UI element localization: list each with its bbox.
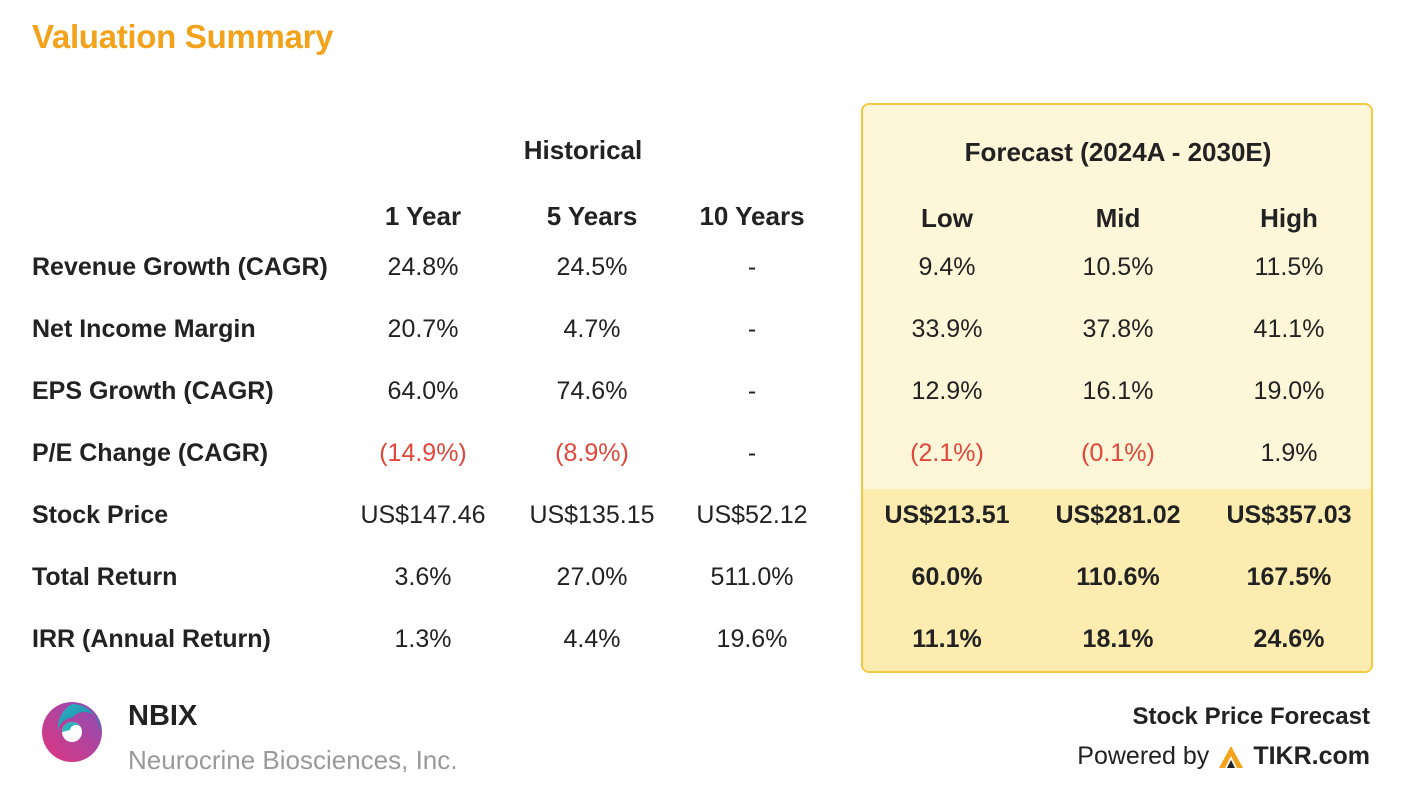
row-label: Net Income Margin: [32, 315, 256, 343]
column-header: 10 Years: [699, 201, 805, 231]
tikr-brand: TIKR.com: [1253, 742, 1370, 770]
tikr-logo-icon: [1219, 745, 1244, 768]
forecast-header: Forecast (2024A - 2030E): [964, 137, 1272, 167]
table-cell: 41.1%: [1253, 315, 1325, 343]
table-cell: US$357.03: [1226, 501, 1352, 529]
column-header: High: [1260, 203, 1318, 233]
row-label: Stock Price: [32, 501, 169, 529]
table-cell: 24.6%: [1253, 625, 1325, 653]
forecast-highlight: [863, 489, 1371, 671]
table-cell: (0.1%): [1081, 439, 1155, 467]
table-cell: US$52.12: [696, 501, 808, 529]
page-title: Valuation Summary: [32, 18, 334, 55]
table-cell: US$281.02: [1055, 501, 1181, 529]
table-cell: 11.1%: [912, 625, 982, 653]
table-cell: 3.6%: [394, 563, 452, 591]
table-cell: (2.1%): [910, 439, 984, 467]
row-label: Revenue Growth (CAGR): [32, 253, 328, 281]
table-cell: 4.4%: [563, 625, 621, 653]
table-cell: -: [747, 439, 757, 467]
table-cell: 19.6%: [716, 625, 788, 653]
table-cell: 4.7%: [563, 315, 621, 343]
column-header: 1 Year: [384, 201, 462, 231]
table-cell: 16.1%: [1082, 377, 1154, 405]
table-cell: 11.5%: [1254, 253, 1324, 281]
table-cell: 9.4%: [918, 253, 976, 281]
column-header: Low: [921, 203, 973, 233]
company-name: Neurocrine Biosciences, Inc.: [128, 745, 458, 775]
table-cell: 33.9%: [911, 315, 983, 343]
table-cell: US$135.15: [529, 501, 655, 529]
table-cell: 37.8%: [1082, 315, 1154, 343]
table-cell: -: [747, 315, 757, 343]
row-label: EPS Growth (CAGR): [32, 377, 274, 405]
table-cell: 10.5%: [1082, 253, 1154, 281]
row-label: IRR (Annual Return): [32, 625, 271, 653]
table-cell: 19.0%: [1253, 377, 1325, 405]
table-cell: 60.0%: [911, 563, 983, 591]
column-header: Mid: [1095, 203, 1141, 233]
powered-by-text: Powered by: [1077, 742, 1210, 770]
powered-by: Powered by TIKR.com: [1077, 742, 1370, 771]
ticker: NBIX: [128, 700, 198, 732]
table-cell: US$147.46: [360, 501, 486, 529]
table-cell: (8.9%): [555, 439, 629, 467]
table-cell: 74.6%: [556, 377, 628, 405]
table-cell: -: [747, 253, 757, 281]
table-cell: 1.3%: [394, 625, 452, 653]
table-cell: 167.5%: [1246, 563, 1332, 591]
table-cell: 27.0%: [556, 563, 628, 591]
table-cell: 20.7%: [387, 315, 459, 343]
table-cell: US$213.51: [884, 501, 1010, 529]
row-label: Total Return: [32, 563, 178, 591]
historical-header: Historical: [523, 135, 643, 165]
neurocrine-logo-icon: [42, 702, 102, 762]
table-cell: 18.1%: [1082, 625, 1154, 653]
table-cell: (14.9%): [379, 439, 467, 467]
table-cell: 24.5%: [556, 253, 628, 281]
column-header: 5 Years: [546, 201, 638, 231]
table-cell: -: [747, 377, 757, 405]
forecast-panel: [861, 103, 1373, 673]
table-cell: 64.0%: [387, 377, 459, 405]
footer-label: Stock Price Forecast: [1132, 703, 1370, 730]
table-cell: 1.9%: [1260, 439, 1318, 467]
row-label: P/E Change (CAGR): [32, 439, 269, 467]
table-cell: 511.0%: [710, 563, 794, 591]
table-cell: 24.8%: [387, 253, 459, 281]
table-cell: 110.6%: [1076, 563, 1160, 591]
table-cell: 12.9%: [911, 377, 983, 405]
